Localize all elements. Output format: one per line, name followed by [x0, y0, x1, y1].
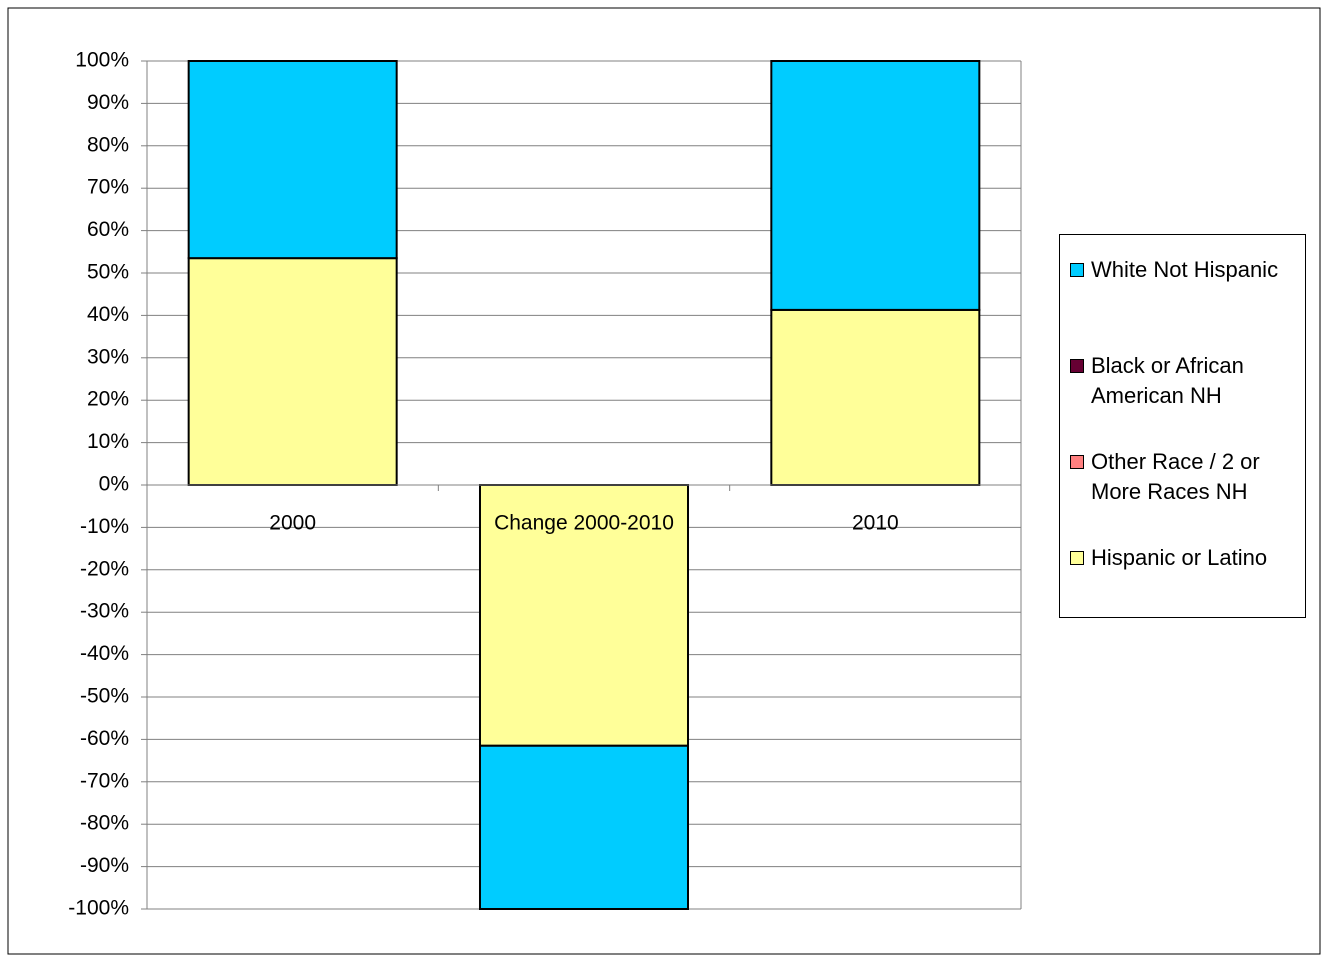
legend-swatch	[1070, 263, 1084, 277]
bar-segment	[478, 744, 690, 911]
legend-label: Hispanic or Latino	[1091, 545, 1268, 570]
y-tick-label: 10%	[87, 430, 129, 453]
y-tick-label: -90%	[80, 854, 129, 877]
y-tick-label: 70%	[87, 176, 129, 199]
y-tick-label: -20%	[80, 557, 129, 580]
bar-segment	[770, 60, 981, 311]
legend-swatch	[1070, 455, 1084, 469]
x-tick-label: 2000	[269, 512, 316, 535]
y-tick-label: -70%	[80, 769, 129, 792]
bar-segment	[187, 60, 398, 260]
legend: White Not Hispanic Black or African Ameri…	[1059, 234, 1306, 618]
legend-swatch	[1070, 359, 1084, 373]
y-tick-label: 30%	[87, 345, 129, 368]
legend-label: White Not Hispanic	[1091, 257, 1279, 282]
y-tick-label: -50%	[80, 685, 129, 708]
y-tick-label: 40%	[87, 303, 129, 326]
y-tick-label: -30%	[80, 600, 129, 623]
bar-segment	[187, 257, 398, 486]
y-tick-label: 60%	[87, 218, 129, 241]
chart-border	[7, 7, 1321, 955]
y-tick-label: 90%	[87, 91, 129, 114]
y-tick-label: -60%	[80, 727, 129, 750]
legend-label: Other Race / 2 or More Races NH	[1091, 449, 1260, 504]
x-tick-label: Change 2000-2010	[494, 512, 674, 535]
y-tick-label: 50%	[87, 261, 129, 284]
bar-segment	[478, 484, 690, 747]
plot-area: 100% 90% 80% 70% 60% 50% 40% 30% 20% 10% 0% -10% -20…	[68, 49, 1022, 920]
y-tick-label: -100%	[68, 897, 129, 920]
bar-segment	[770, 308, 981, 486]
y-tick-label: -80%	[80, 812, 129, 835]
legend-label: Black or African American NH	[1091, 353, 1244, 408]
y-tick-label: -10%	[80, 515, 129, 538]
x-tick-label: 2010	[852, 512, 899, 535]
y-tick-label: 20%	[87, 388, 129, 411]
y-tick-label: 0%	[99, 473, 129, 496]
y-tick-label: 100%	[75, 49, 129, 72]
legend-swatch	[1070, 551, 1084, 565]
y-tick-label: 80%	[87, 133, 129, 156]
y-tick-label: -40%	[80, 642, 129, 665]
